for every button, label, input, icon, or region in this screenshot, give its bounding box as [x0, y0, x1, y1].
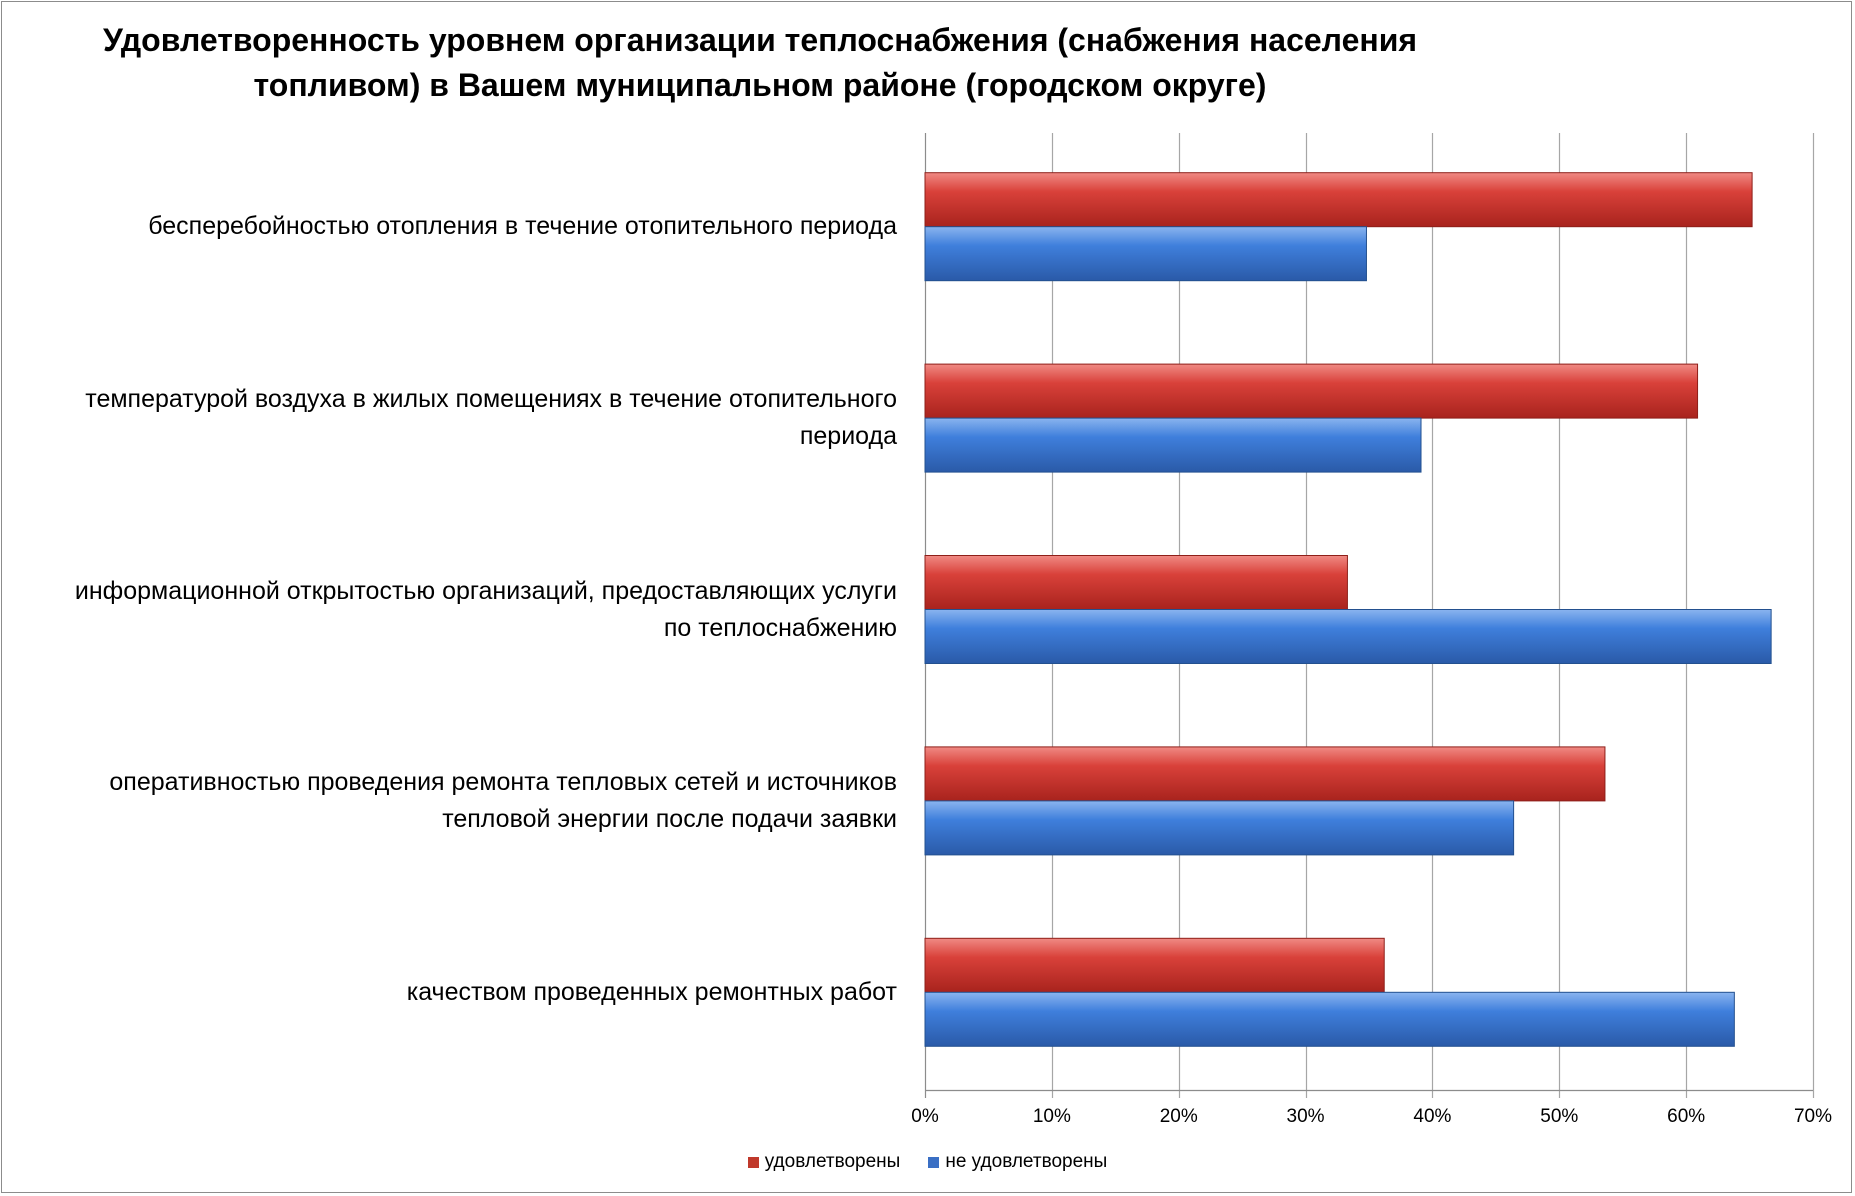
- bar-not-satisfied-0: [924, 226, 1367, 282]
- category-label-2: информационной открытостью организаций, …: [0, 573, 897, 647]
- category-label-3: оперативностью проведения ремонта теплов…: [0, 764, 897, 838]
- bar-satisfied-1: [924, 363, 1699, 419]
- category-label-4-line-0: качеством проведенных ремонтных работ: [406, 977, 897, 1006]
- legend-label-satisfied: удовлетворены: [764, 1151, 901, 1172]
- category-label-1: температурой воздуха в жилых помещениях …: [0, 381, 897, 455]
- bar-satisfied-3: [924, 746, 1606, 802]
- legend: удовлетворены не удовлетворены: [0, 1151, 1855, 1173]
- x-tick-label-10: 10%: [1032, 1106, 1071, 1127]
- chart-title-line-2: топливом) в Вашем муниципальном районе (…: [253, 67, 1267, 103]
- chart-title: Удовлетворенность уровнем организации те…: [0, 18, 1520, 108]
- bar-not-satisfied-3: [924, 800, 1515, 856]
- category-label-1-line-1: периода: [799, 422, 897, 451]
- category-label-1-line-0: температурой воздуха в жилых помещениях …: [85, 385, 897, 414]
- bar-satisfied-0: [924, 172, 1753, 228]
- x-tick-label-60: 60%: [1667, 1106, 1706, 1127]
- x-tick-label-50: 50%: [1540, 1106, 1579, 1127]
- legend-swatch-satisfied: [747, 1156, 759, 1168]
- bar-not-satisfied-2: [924, 609, 1772, 664]
- category-label-4: качеством проведенных ремонтных работ: [0, 974, 897, 1011]
- x-tick-label-0: 0%: [911, 1106, 939, 1127]
- bar-satisfied-4: [924, 937, 1385, 993]
- category-label-3-line-1: тепловой энергии после подачи заявки: [442, 804, 897, 833]
- x-tick-label-20: 20%: [1159, 1106, 1198, 1127]
- legend-swatch-not-satisfied: [928, 1156, 940, 1168]
- category-label-0: бесперебойностью отопления в течение ото…: [0, 208, 897, 245]
- bar-not-satisfied-4: [924, 991, 1735, 1047]
- bar-satisfied-2: [924, 555, 1348, 610]
- bar-not-satisfied-1: [924, 417, 1422, 473]
- x-tick-label-70: 70%: [1793, 1106, 1833, 1127]
- chart-title-line-1: Удовлетворенность уровнем организации те…: [102, 22, 1418, 58]
- category-label-2-line-1: по теплоснабжению: [663, 613, 897, 642]
- legend-item-satisfied: удовлетворены: [747, 1151, 901, 1173]
- legend-item-not-satisfied: не удовлетворены: [928, 1151, 1107, 1173]
- category-label-3-line-0: оперативностью проведения ремонта теплов…: [109, 767, 897, 796]
- x-tick-label-40: 40%: [1413, 1106, 1452, 1127]
- legend-label-not-satisfied: не удовлетворены: [945, 1151, 1108, 1172]
- x-tick-label-30: 30%: [1286, 1106, 1325, 1127]
- category-label-0-line-0: бесперебойностью отопления в течение ото…: [148, 212, 897, 241]
- category-label-2-line-0: информационной открытостью организаций, …: [74, 576, 897, 605]
